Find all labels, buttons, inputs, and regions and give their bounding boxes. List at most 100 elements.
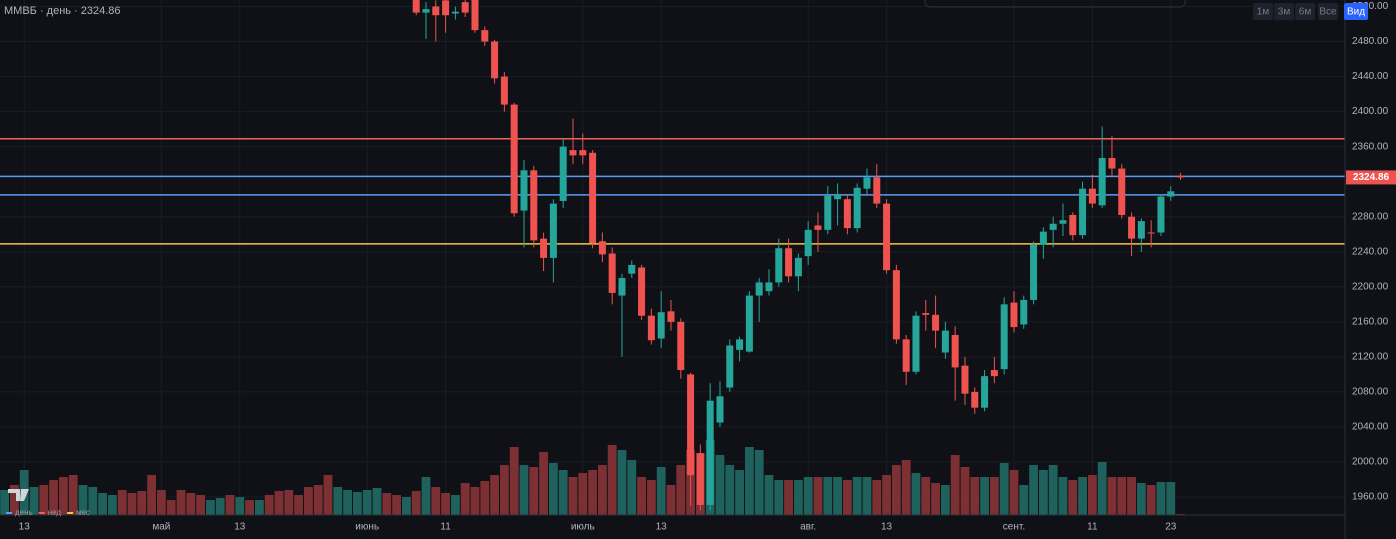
y-tick-label: 2000.00 [1352,457,1389,468]
volume-bar [382,493,392,515]
volume-bar [1117,477,1127,515]
volume [0,440,1185,515]
volume-bar [323,475,333,515]
volume-bar [59,477,68,515]
toolbar-button-label[interactable]: 3м [1278,7,1291,18]
candle-body [687,374,695,476]
candle-body [471,0,479,31]
volume-bar [940,485,950,515]
volume-bar [1029,465,1038,515]
toolbar-button[interactable] [1253,3,1273,20]
volume-bar [715,455,725,515]
volume-bar [735,470,744,515]
volume-bar [196,495,205,515]
toolbar-button-label[interactable]: Вид [1347,7,1365,18]
volume-bar [303,487,313,515]
volume-bar [137,491,147,515]
candle-body [530,170,538,241]
volume-bar [950,455,960,515]
volume-bar [960,467,970,515]
last-price-label: 2324.86 [1353,172,1390,183]
volume-bar [294,495,303,515]
toolbar: 1м 3м 6м Все Вид [1253,3,1368,20]
candle-body [951,334,959,368]
candle-body [883,203,891,271]
toolbar-button-label[interactable]: 6м [1299,7,1312,18]
volume-bar [274,491,284,515]
volume-bar [999,463,1009,515]
candle-body [775,248,783,283]
volume-bar [431,487,441,515]
candle-body [540,238,548,258]
candle-body [500,76,508,105]
volume-bar [1166,482,1176,515]
toolbar-button[interactable] [1344,3,1368,20]
toolbar-button[interactable] [1318,3,1338,20]
x-tick-label: июнь [355,522,379,533]
candle-body [834,193,842,200]
y-tick-label: 2160.00 [1352,316,1389,327]
candles [412,0,1185,511]
candle-body [1010,302,1018,328]
volume-bar [803,477,813,515]
candle-body [481,30,489,42]
volume-bar [725,465,735,515]
volume-bar [392,495,401,515]
volume-bar [1068,480,1078,515]
candle-body [579,150,587,156]
volume-bar [833,477,842,515]
candle-body [1108,158,1116,169]
toolbar-button-label[interactable]: 1м [1257,7,1270,18]
volume-bar [1078,477,1087,515]
volume-bar [0,490,10,515]
candle-body [785,248,793,277]
volume-bar [676,465,686,515]
volume-bar [1146,485,1156,515]
volume-bar [548,463,558,515]
candle-body [1020,299,1028,325]
toolbar-button[interactable] [1274,3,1294,20]
volume-bar [215,498,225,515]
candle-body [1137,221,1145,239]
volume-bar [235,497,245,515]
volume-bar [852,477,862,515]
volume-bar [921,477,931,515]
volume-bar [813,477,823,515]
candle-body [412,0,420,13]
candle-body [1177,175,1185,178]
volume-bar [1107,477,1117,515]
candle-body [716,396,724,423]
candle-body [1157,196,1165,233]
candle-body [863,177,871,189]
volume-bar [166,500,176,515]
candle-body [1059,220,1067,224]
candle-body [873,177,881,204]
volume-bar [754,450,764,515]
volume-bar [362,490,372,515]
candle-body [902,339,910,372]
y-tick-label: 2240.00 [1352,246,1389,257]
volume-bar [147,475,157,515]
volume-bar [411,491,421,515]
volume-bar [578,473,588,515]
volume-bar [68,475,78,515]
legend-label: нед [48,508,62,517]
volume-bar [891,465,901,515]
volume-bar [1009,470,1019,515]
volume-bar [470,487,480,515]
volume-bar [931,483,940,515]
candle-body [981,376,989,408]
toolbar-button-label[interactable]: Все [1319,7,1337,18]
candle-body [1000,304,1008,370]
legend-label: мес [76,508,90,517]
y-tick-label: 2360.00 [1352,141,1389,152]
candle-body [1049,223,1057,230]
candle-body [696,453,704,505]
candle-body [824,195,832,230]
search-box[interactable] [924,0,1186,8]
candle-body [765,282,773,292]
volume-bar [597,465,607,515]
toolbar-button[interactable] [1295,3,1315,20]
volume-bar [646,480,656,515]
